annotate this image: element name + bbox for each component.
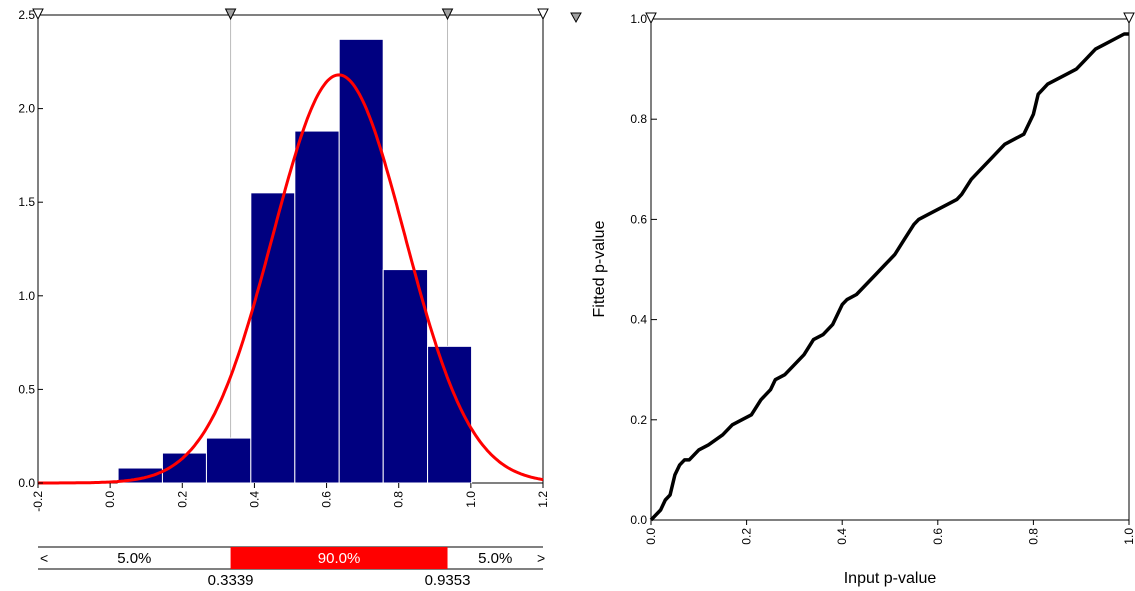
- histogram-y-axis: 0.0 0.5 1.0 1.5 2.0 2.5: [18, 8, 43, 490]
- pp-x-axis: 0.0 0.2 0.4 0.6 0.8 1.0: [644, 520, 1135, 545]
- left-delimiter-value[interactable]: 0.3339: [208, 572, 254, 589]
- y-tick-label: 2.0: [18, 102, 35, 116]
- histogram-bar: [338, 38, 384, 484]
- x-tick-label: 0.8: [392, 491, 406, 508]
- pp-plot-chart: 0.0 0.2 0.4 0.6 0.8 1.0 0.0 0.2 0.4 0.6 0.8 1.0 In…: [591, 12, 1135, 587]
- pp-plot-line: [649, 32, 1129, 522]
- x-tick-label: 0.0: [644, 528, 658, 545]
- chevron-left-icon[interactable]: <: [40, 550, 48, 566]
- chevron-right-icon[interactable]: >: [537, 550, 545, 566]
- x-tick-label: 1.2: [536, 491, 550, 508]
- triangle-down-icon[interactable]: [645, 12, 657, 25]
- triangle-down-icon[interactable]: [1123, 12, 1135, 25]
- y-tick-label: 0.0: [630, 513, 647, 527]
- x-tick-label: 0.8: [1026, 528, 1040, 545]
- fitted-normal-curve: [38, 73, 544, 485]
- middle-percent-label: 90.0%: [318, 550, 361, 567]
- histogram-bar: [205, 437, 252, 484]
- y-tick-label: 0.6: [630, 212, 647, 226]
- y-tick-label: 0.5: [18, 382, 35, 396]
- y-tick-label: 1.0: [18, 289, 35, 303]
- x-tick-label: 0.2: [175, 491, 189, 508]
- pp-markers[interactable]: [645, 12, 1135, 25]
- x-tick-label: 1.0: [1122, 528, 1135, 545]
- triangle-down-icon[interactable]: [570, 12, 582, 24]
- pp-plot-frame: [650, 18, 1130, 521]
- histogram-bars: [117, 38, 473, 484]
- triangle-down-icon[interactable]: [537, 8, 549, 21]
- x-tick-label: 0.6: [931, 528, 945, 545]
- pp-y-axis-title: Fitted p-value: [591, 220, 608, 317]
- histogram-bar: [294, 130, 340, 484]
- x-tick-label: 0.4: [835, 528, 849, 545]
- histogram-chart: 0.00.51.01.52.02.5 -0.2 0.0 0.2 0.4 0.6 0.8 1.…: [18, 8, 550, 512]
- x-tick-label: 0.4: [247, 491, 261, 508]
- x-tick-label: 1.0: [464, 491, 478, 508]
- y-tick-label: 0.4: [630, 313, 647, 327]
- pp-x-axis-title: Input p-value: [844, 570, 937, 587]
- x-tick-label: -0.2: [31, 491, 45, 512]
- y-tick-label: 2.5: [18, 8, 35, 22]
- triangle-down-icon[interactable]: [224, 8, 237, 21]
- x-tick-label: 0.6: [320, 491, 334, 508]
- x-tick-label: 0.0: [103, 491, 117, 508]
- delimiter-markers[interactable]: [32, 8, 549, 21]
- x-tick-label: 0.2: [740, 528, 754, 545]
- left-percent-label: 5.0%: [117, 550, 151, 567]
- y-tick-label: 1.0: [630, 12, 647, 26]
- histogram-x-axis: -0.2 0.0 0.2 0.4 0.6 0.8 1.0 1.2: [31, 483, 550, 512]
- band-middle-region[interactable]: [230, 547, 448, 569]
- delimiter-band[interactable]: < > 5.0% 90.0% 5.0% 0.3339 0.9353: [38, 546, 545, 589]
- right-percent-label: 5.0%: [478, 550, 512, 567]
- triangle-down-icon[interactable]: [441, 8, 454, 21]
- y-tick-label: 0.8: [630, 112, 647, 126]
- y-tick-label: 0.2: [630, 413, 647, 427]
- histogram-bar: [382, 269, 429, 484]
- y-tick-label: 1.5: [18, 195, 35, 209]
- y-tick-label: 0.0: [18, 476, 35, 490]
- pp-y-axis: 0.0 0.2 0.4 0.6 0.8 1.0: [630, 12, 657, 527]
- triangle-down-icon[interactable]: [32, 8, 44, 21]
- right-delimiter-value[interactable]: 0.9353: [425, 572, 471, 589]
